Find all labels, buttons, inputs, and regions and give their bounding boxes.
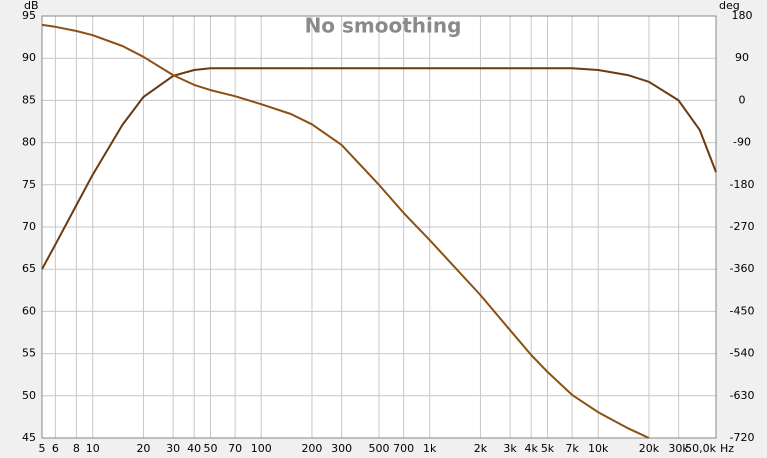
y-tick-label: 95: [22, 9, 36, 22]
x-tick-label: 40: [187, 442, 201, 455]
x-tick-label: 30: [166, 442, 180, 455]
x-tick-label: 70: [228, 442, 242, 455]
series-line: [41, 67, 717, 270]
y-tick-label: 50: [22, 389, 36, 402]
y2-tick-label: 0: [739, 93, 746, 106]
y-tick-label: 65: [22, 262, 36, 275]
y2-tick-label: -360: [730, 262, 755, 275]
y-tick-label: 90: [22, 51, 36, 64]
y2-tick-label: -720: [730, 431, 755, 444]
x-tick-label: 500: [369, 442, 390, 455]
y-tick-label: 70: [22, 220, 36, 233]
x-tick-label: 100: [251, 442, 272, 455]
y2-axis-label: deg: [719, 0, 740, 12]
y-axis-label: dB: [24, 0, 39, 12]
y-tick-label: 80: [22, 136, 36, 149]
x-tick-label: 4k: [524, 442, 538, 455]
y2-tick-label: -450: [730, 304, 755, 317]
plot-border: [41, 15, 717, 439]
y-tick-label: 85: [22, 93, 36, 106]
y2-tick-label: -90: [733, 136, 751, 149]
x-tick-label: 3k: [503, 442, 517, 455]
x-tick-label: 8: [73, 442, 80, 455]
x-tick-label: 7k: [565, 442, 579, 455]
x-tick-label: 300: [331, 442, 352, 455]
y2-tick-label: 90: [735, 51, 749, 64]
x-tick-label: 1k: [423, 442, 437, 455]
x-tick-label: 20k: [639, 442, 660, 455]
y2-tick-label: -180: [730, 178, 755, 191]
x-tick-label: 50,0k: [685, 442, 716, 455]
x-tick-label: 50: [204, 442, 218, 455]
x-tick-label: 700: [393, 442, 414, 455]
x-tick-label: 6: [52, 442, 59, 455]
y2-tick-label: -630: [730, 389, 755, 402]
y-tick-label: 60: [22, 304, 36, 317]
chart-title: No smoothing: [305, 14, 462, 38]
x-tick-label: 30k: [668, 442, 689, 455]
x-tick-label: 20: [136, 442, 150, 455]
series-line: [41, 23, 650, 439]
y-tick-label: 75: [22, 178, 36, 191]
x-tick-label: 2k: [474, 442, 488, 455]
y2-tick-label: 180: [732, 9, 753, 22]
x-tick-label: 5: [39, 442, 46, 455]
x-axis-label: Hz: [720, 442, 734, 455]
y2-tick-label: -270: [730, 220, 755, 233]
x-tick-label: 5k: [541, 442, 555, 455]
y-tick-label: 55: [22, 347, 36, 360]
y-tick-label: 45: [22, 431, 36, 444]
x-tick-label: 10: [86, 442, 100, 455]
y2-tick-label: -540: [730, 347, 755, 360]
x-tick-label: 10k: [588, 442, 609, 455]
x-tick-label: 200: [301, 442, 322, 455]
